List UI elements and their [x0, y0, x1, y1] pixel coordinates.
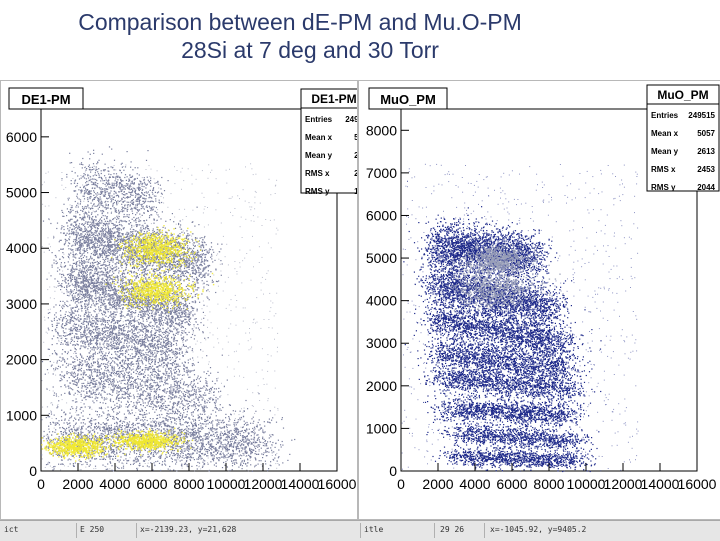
status-left-coords: x=-2139.23, y=21,628 — [140, 525, 236, 534]
status-right-object: itle — [364, 525, 383, 534]
slide-title-line-2: 28Si at 7 deg and 30 Torr — [0, 36, 600, 64]
y-tick-label: 4000 — [6, 240, 37, 256]
status-bar: ict E 250 x=-2139.23, y=21,628 itle 29 2… — [0, 520, 720, 541]
status-divider — [136, 523, 137, 538]
status-divider — [484, 523, 485, 538]
x-tick-label: 10000 — [207, 476, 246, 492]
stats-row-label: Mean y — [305, 151, 333, 160]
stats-row-value: 24 — [354, 169, 357, 178]
x-tick-label: 16000 — [678, 476, 717, 492]
stats-row-label: RMS y — [651, 183, 676, 192]
x-tick-label: 12000 — [244, 476, 283, 492]
y-tick-label: 3000 — [366, 335, 397, 351]
status-divider — [434, 523, 435, 538]
status-right-coords: x=-1045.92, y=9405.2 — [490, 525, 586, 534]
stats-row-label: RMS y — [305, 187, 330, 196]
stats-row-value: 2044 — [697, 183, 715, 192]
stats-row-value: 16 — [354, 187, 357, 196]
x-tick-label: 0 — [37, 476, 45, 492]
y-tick-label: 5000 — [366, 250, 397, 266]
stats-row-label: Entries — [305, 115, 333, 124]
stats-row-label: Entries — [651, 111, 679, 120]
x-tick-label: 10000 — [567, 476, 606, 492]
stats-row-value: 2453 — [697, 165, 715, 174]
y-tick-label: 2000 — [6, 352, 37, 368]
status-divider — [360, 523, 361, 538]
x-tick-label: 6000 — [496, 476, 527, 492]
x-tick-label: 2000 — [422, 476, 453, 492]
stats-box: DE1-PM Entries 2495 Mean x 50 Mean y 24 RMS x 24… — [301, 89, 357, 196]
y-tick-label: 7000 — [366, 165, 397, 181]
status-left-bin: E 250 — [80, 525, 104, 534]
stats-title: MuO_PM — [657, 88, 708, 102]
histogram-title: MuO_PM — [380, 92, 436, 107]
y-tick-label: 1000 — [366, 420, 397, 436]
stats-row-value: 249515 — [688, 111, 715, 120]
x-tick-label: 8000 — [533, 476, 564, 492]
y-tick-label: 3000 — [6, 296, 37, 312]
y-tick-label: 2000 — [366, 378, 397, 394]
y-tick-label: 0 — [29, 463, 37, 479]
y-tick-label: 6000 — [6, 129, 37, 145]
stats-title: DE1-PM — [311, 92, 356, 106]
x-tick-label: 6000 — [136, 476, 167, 492]
stats-row-value: 24 — [354, 151, 357, 160]
stats-row-label: RMS x — [305, 169, 330, 178]
status-divider — [76, 523, 77, 538]
y-tick-label: 8000 — [366, 122, 397, 138]
x-tick-label: 4000 — [99, 476, 130, 492]
slide-title-line-1: Comparison between dE-PM and Mu.O-PM — [0, 8, 600, 36]
stats-row-value: 50 — [354, 133, 357, 142]
y-tick-label: 0 — [389, 463, 397, 479]
stats-box: MuO_PM Entries 249515 Mean x 5057 Mean y 2613 R… — [647, 85, 719, 192]
y-tick-label: 4000 — [366, 293, 397, 309]
y-tick-label: 5000 — [6, 185, 37, 201]
stats-row-label: Mean x — [651, 129, 679, 138]
status-left-object: ict — [4, 525, 18, 534]
stats-row-value: 2495 — [345, 115, 357, 124]
histogram-title: DE1-PM — [21, 92, 70, 107]
slide-title: Comparison between dE-PM and Mu.O-PM 28S… — [0, 8, 600, 64]
stats-row-label: Mean y — [651, 147, 679, 156]
status-right-bin: 29 26 — [440, 525, 464, 534]
x-tick-label: 8000 — [173, 476, 204, 492]
x-tick-label: 12000 — [604, 476, 643, 492]
x-tick-label: 2000 — [62, 476, 93, 492]
stats-row-value: 5057 — [697, 129, 715, 138]
y-tick-label: 6000 — [366, 207, 397, 223]
x-tick-label: 4000 — [459, 476, 490, 492]
y-tick-label: 1000 — [6, 407, 37, 423]
x-tick-label: 14000 — [641, 476, 680, 492]
x-tick-label: 14000 — [281, 476, 320, 492]
stats-row-label: Mean x — [305, 133, 333, 142]
x-tick-label: 16000 — [318, 476, 357, 492]
stats-row-label: RMS x — [651, 165, 676, 174]
stats-row-value: 2613 — [697, 147, 715, 156]
x-tick-label: 0 — [397, 476, 405, 492]
